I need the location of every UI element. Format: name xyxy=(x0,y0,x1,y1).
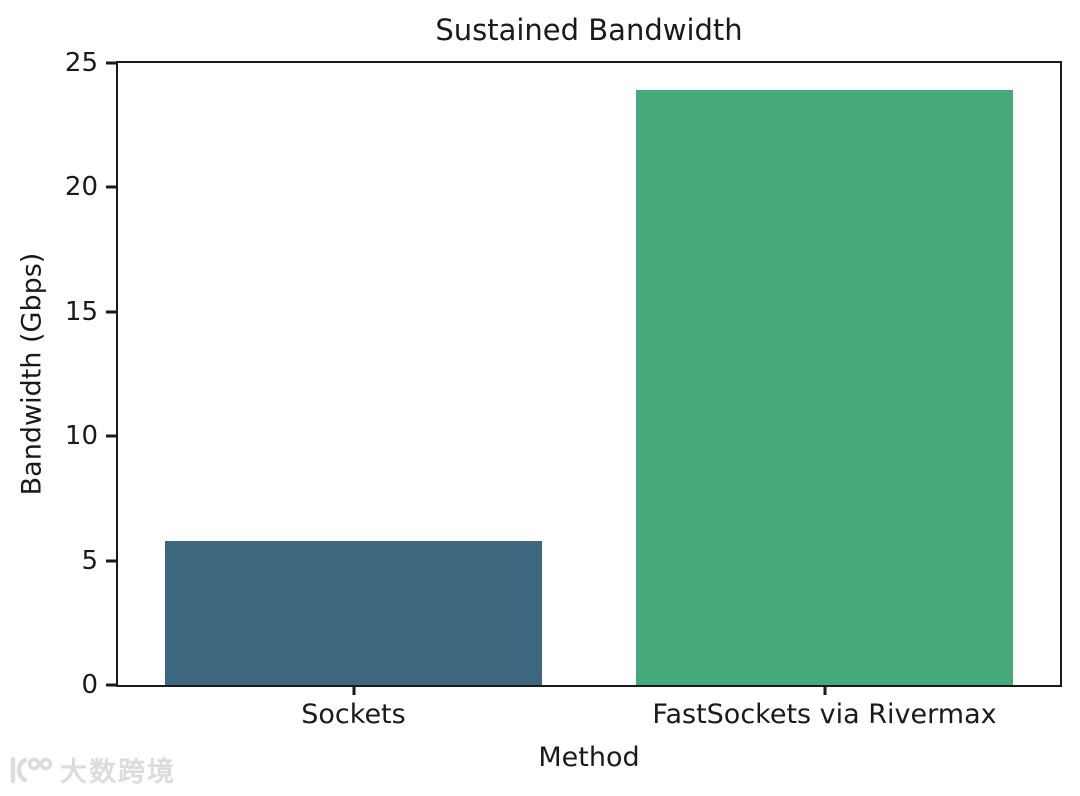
koo-logo-icon xyxy=(8,754,54,790)
y-tick-mark xyxy=(106,683,116,687)
x-tick-label: Sockets xyxy=(301,699,406,730)
watermark-text: 大数跨境 xyxy=(60,756,176,788)
y-tick-mark xyxy=(106,434,116,438)
y-tick-label: 20 xyxy=(64,172,98,203)
y-tick-mark xyxy=(106,559,116,563)
y-tick-label: 15 xyxy=(64,296,98,327)
y-tick-label: 10 xyxy=(64,421,98,452)
y-tick-label: 25 xyxy=(64,48,98,78)
y-tick-label: 5 xyxy=(81,545,98,576)
x-tick-mark xyxy=(352,685,355,695)
y-tick-label: 0 xyxy=(81,670,98,700)
bar-fastsockets-via-rivermax xyxy=(636,90,1013,685)
plot-area: 0 5 10 15 20 25 Sockets FastSockets via Riverma… xyxy=(65,50,1062,730)
x-axis-label: Method xyxy=(538,742,640,773)
watermark: 大数跨境 xyxy=(8,754,176,790)
y-tick-mark xyxy=(106,310,116,314)
y-tick-mark xyxy=(106,61,116,65)
y-tick-mark xyxy=(106,185,116,189)
bar-sockets xyxy=(165,540,542,685)
x-tick-label: FastSockets via Rivermax xyxy=(652,699,997,730)
chart-title: Sustained Bandwidth xyxy=(435,13,743,47)
x-tick-mark xyxy=(823,685,826,695)
y-axis-label: Bandwidth (Gbps) xyxy=(16,252,48,496)
